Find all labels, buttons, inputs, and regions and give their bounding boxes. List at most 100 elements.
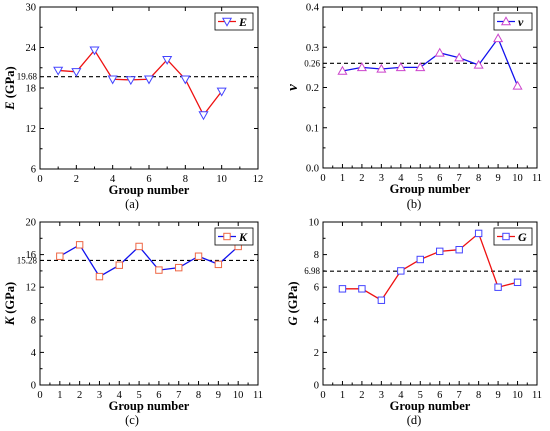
x-tick-label: 10 [216,174,227,185]
y-tick-label: 8 [314,250,319,261]
x-tick-label: 2 [359,173,364,184]
y-tick-label: 0 [31,381,36,392]
x-tick-label: 10 [512,173,523,184]
legend-marker [500,16,512,26]
data-point [455,246,463,254]
legend-label: G [518,230,527,244]
plot-frame [39,221,259,386]
y-tick-label: 0.0 [306,164,319,175]
data-point [474,229,483,238]
y-axis-symbol: ν [285,84,301,91]
series-line [342,37,519,87]
y-tick-label: 6 [31,165,36,176]
data-point [376,63,387,73]
data-point [395,62,406,72]
x-tick-label: 1 [340,390,345,401]
x-tick-label: 2 [77,390,82,401]
data-point [358,285,366,293]
legend-marker [502,232,510,241]
data-point [416,255,424,264]
y-axis-symbol: K [3,315,17,326]
data-point [115,261,123,269]
x-tick-label: 7 [457,173,462,184]
y-tick-label: 8 [31,315,36,326]
data-point [175,263,183,272]
y-tick-label: 0.4 [306,3,320,14]
y-axis-label: G (GPa) [286,281,300,325]
x-tick-label: 5 [136,390,141,401]
x-tick-label: 5 [418,390,423,401]
data-point [155,266,163,274]
y-axis-symbol: E [3,101,17,110]
y-tick-label: 0.3 [306,43,319,54]
x-tick-label: 3 [379,173,384,184]
mean-reference-label: 0.26 [304,58,320,68]
data-point [194,252,203,260]
y-tick-label: 6 [314,283,319,294]
x-tick-label: 7 [176,390,181,401]
x-tick-label: 2 [359,390,364,401]
x-tick-label: 11 [532,390,542,401]
data-point [473,59,484,69]
legend-label: E [238,15,247,29]
x-tick-label: 12 [253,174,264,185]
y-tick-label: 4 [31,348,37,359]
x-tick-label: 11 [532,173,542,184]
x-tick-label: 6 [437,390,442,401]
x-tick-label: 4 [398,173,404,184]
x-axis-label: Group number [390,399,471,413]
y-axis-label: E (GPa) [3,66,17,110]
x-tick-label: 3 [379,390,384,401]
data-point [162,55,173,65]
x-tick-label: 6 [437,173,442,184]
data-point [338,285,347,293]
chart-panel-b: 0 1 2 3 4 5 6 7 8 9 10 11 0.0 0.1 0.2 0.3 0.4 0.26 ν Group … [285,3,542,212]
mean-reference-label: 15.28 [17,255,38,265]
x-tick-label: 11 [253,390,263,401]
data-point [89,46,100,56]
panel-caption: (a) [125,197,139,211]
x-tick-label: 1 [57,390,62,401]
data-point [214,260,223,269]
data-point [436,247,444,256]
x-tick-label: 5 [418,173,423,184]
data-point [434,47,445,57]
x-tick-label: 10 [512,390,523,401]
y-axis-label: ν [285,84,301,91]
y-tick-label: 16 [26,250,37,261]
data-point [493,33,504,43]
series-line [59,243,239,278]
x-tick-label: 4 [110,174,116,185]
x-tick-label: 3 [97,390,102,401]
data-point [53,66,64,76]
panel-caption: (c) [125,413,139,427]
x-tick-label: 8 [183,174,188,185]
x-tick-label: 2 [74,174,79,185]
x-tick-label: 1 [340,173,345,184]
plot-frame [322,221,538,386]
x-axis-label: Group number [390,182,471,196]
mean-reference-label: 19.68 [17,72,38,82]
y-tick-label: 24 [26,43,37,54]
x-tick-label: 0 [37,174,42,185]
y-tick-label: 30 [26,3,37,14]
panel-caption: (b) [407,197,422,211]
data-point [56,252,64,260]
x-tick-label: 7 [457,390,462,401]
y-tick-label: 0.2 [306,83,319,94]
y-tick-label: 20 [26,218,37,229]
data-point [125,76,136,86]
x-tick-label: 0 [37,390,42,401]
x-tick-label: 9 [495,173,500,184]
data-point [494,283,502,291]
legend-label: K [238,230,248,244]
x-tick-label: 8 [476,173,481,184]
data-point [397,267,405,275]
data-point [95,272,104,281]
data-point [216,87,227,97]
data-point [513,278,522,287]
y-axis-unit: (GPa) [3,282,17,317]
x-axis-label: Group number [109,399,190,413]
x-tick-label: 4 [117,390,123,401]
